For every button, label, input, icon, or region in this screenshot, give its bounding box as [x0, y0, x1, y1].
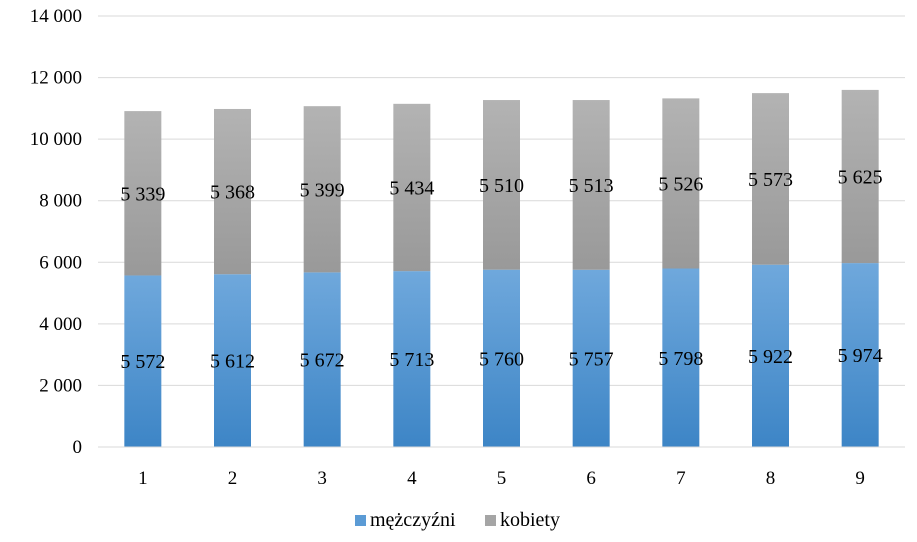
- bar-segment-kobiety: [752, 93, 789, 265]
- data-label: 5 526: [658, 173, 703, 195]
- bar-segment-mezczyzni: [572, 269, 610, 447]
- bar-segment-mezczyzni: [303, 272, 341, 447]
- x-tick-label: 9: [855, 468, 865, 489]
- legend-label: kobiety: [500, 509, 560, 531]
- legend: mężczyźni kobiety: [355, 509, 560, 531]
- x-tick-label: 2: [228, 468, 238, 489]
- bar-segment-mezczyzni: [662, 268, 700, 447]
- x-tick-label: 3: [317, 468, 327, 489]
- x-tick-label: 8: [766, 468, 776, 489]
- bars: [124, 89, 879, 447]
- data-label: 5 798: [658, 348, 703, 370]
- x-tick-label: 1: [138, 468, 148, 489]
- data-labels: 5 572 5 339 5 612 5 368 5 672 5 399 5 713 5 434…: [120, 167, 882, 374]
- bar-segment-mezczyzni: [124, 275, 162, 447]
- bar-segment-kobiety: [572, 100, 610, 270]
- data-label: 5 922: [748, 346, 793, 368]
- data-label: 5 434: [389, 177, 434, 199]
- y-tick-label: 4 000: [39, 314, 82, 335]
- y-tick-label: 8 000: [39, 191, 82, 212]
- data-label: 5 399: [300, 179, 345, 201]
- y-axis: 0 2 000 4 000 6 000 8 000 10 000 12 000 14 000: [30, 6, 82, 458]
- legend-label: mężczyźni: [370, 509, 456, 531]
- data-label: 5 713: [389, 349, 434, 371]
- x-tick-label: 6: [586, 468, 596, 489]
- bar-segment-kobiety: [662, 98, 700, 269]
- bar-segment-kobiety: [124, 111, 162, 276]
- data-label: 5 625: [838, 167, 883, 189]
- data-label: 5 612: [210, 351, 255, 373]
- data-label: 5 974: [838, 345, 883, 367]
- y-tick-label: 6 000: [39, 252, 82, 273]
- bar-segment-mezczyzni: [393, 271, 431, 447]
- legend-swatch: [485, 515, 496, 526]
- bar-segment-mezczyzni: [214, 274, 251, 447]
- legend-swatch: [355, 515, 366, 526]
- y-tick-label: 0: [73, 437, 83, 458]
- data-label: 5 339: [120, 183, 165, 205]
- x-tick-label: 4: [407, 468, 417, 489]
- bar-segment-kobiety: [483, 100, 520, 270]
- bar-segment-kobiety: [393, 103, 431, 272]
- data-label: 5 573: [748, 169, 793, 191]
- x-tick-label: 7: [676, 468, 686, 489]
- data-label: 5 760: [479, 348, 524, 370]
- y-tick-label: 2 000: [39, 375, 82, 396]
- x-axis: 1 2 3 4 5 6 7 8 9: [98, 446, 905, 489]
- data-label: 5 513: [569, 175, 614, 197]
- y-tick-label: 10 000: [30, 129, 82, 150]
- bar-segment-kobiety: [303, 106, 341, 273]
- data-label: 5 572: [120, 351, 165, 373]
- y-tick-label: 12 000: [30, 68, 82, 89]
- bar-segment-mezczyzni: [483, 269, 520, 447]
- bar-segment-mezczyzni: [841, 263, 879, 447]
- data-label: 5 672: [300, 350, 345, 372]
- data-label: 5 368: [210, 182, 255, 204]
- bar-segment-mezczyzni: [752, 264, 789, 447]
- bar-segment-kobiety: [841, 89, 879, 264]
- data-label: 5 510: [479, 175, 524, 197]
- bar-segment-kobiety: [214, 108, 251, 275]
- data-label: 5 757: [569, 348, 614, 370]
- y-tick-label: 14 000: [30, 6, 82, 27]
- x-tick-label: 5: [497, 468, 507, 489]
